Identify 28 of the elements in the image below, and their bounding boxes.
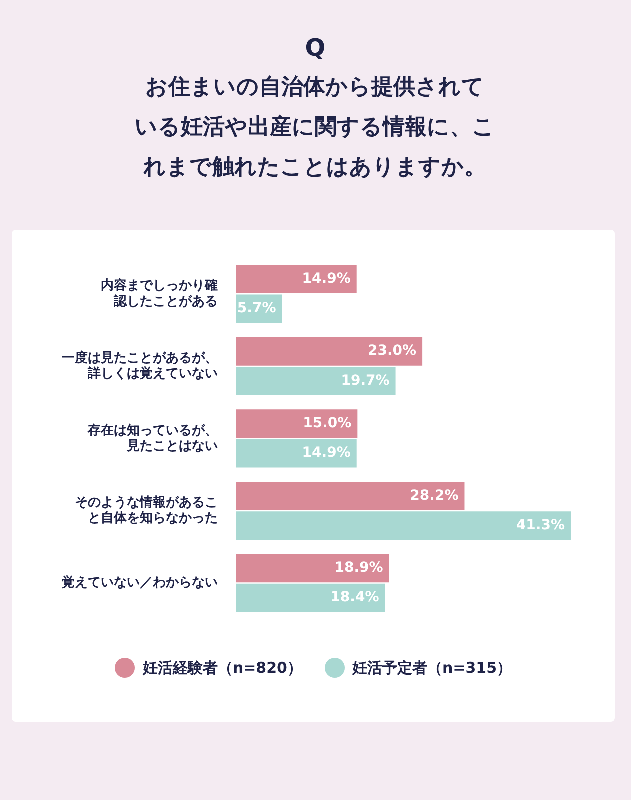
y-tick-label: 覚えていない／わからない — [62, 574, 218, 591]
data-label: 18.9% — [334, 560, 384, 576]
legend-label: 妊活経験者（n=820） — [142, 658, 302, 678]
y-tick-label: 一度は見たことがあるが、詳しくは覚えていない — [62, 350, 218, 382]
data-label: 5.7% — [237, 300, 276, 317]
bar — [236, 512, 571, 540]
data-label: 15.0% — [303, 416, 352, 432]
y-tick-label: 内容までしっかり確認したことがある — [101, 278, 218, 310]
data-label: 28.2% — [410, 488, 459, 504]
data-label: 23.0% — [368, 343, 417, 360]
bar — [236, 265, 357, 294]
bar — [236, 410, 358, 438]
y-tick-label: そのような情報があること自体を知らなかった — [75, 496, 218, 526]
data-label: 18.4% — [330, 590, 380, 606]
data-label: 41.3% — [516, 517, 565, 534]
data-label: 19.7% — [341, 372, 390, 389]
bar — [236, 439, 357, 468]
chart-title: Q — [304, 33, 327, 64]
bar — [236, 554, 390, 583]
y-tick-label: 存在は知っているが、見たことはない — [87, 423, 218, 454]
legend-label: 妊活予定者（n=315） — [352, 658, 512, 678]
bar — [236, 337, 423, 366]
bar — [236, 367, 396, 396]
chart-subtitle: お住まいの自治体から提供されている妊活や出産に関する情報に、これまで触れたことはありますか。 — [134, 74, 496, 182]
bar — [236, 584, 386, 612]
data-label: 14.9% — [302, 445, 351, 462]
data-label: 14.9% — [302, 270, 351, 287]
bar — [236, 482, 465, 510]
